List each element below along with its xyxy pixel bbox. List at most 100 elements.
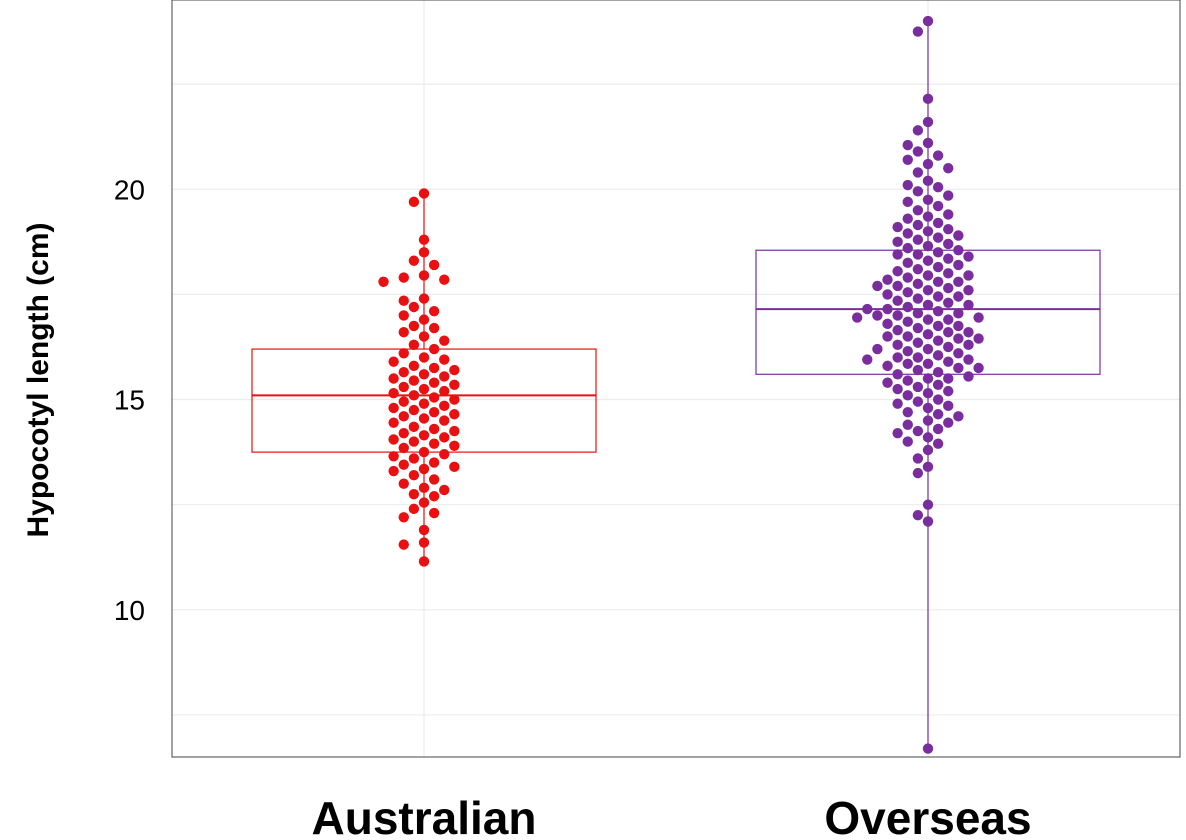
data-point xyxy=(872,310,883,321)
data-point xyxy=(428,259,440,271)
data-point xyxy=(428,306,440,317)
data-point xyxy=(912,352,924,363)
data-point xyxy=(912,396,924,407)
data-point xyxy=(388,465,399,477)
data-point xyxy=(902,419,913,430)
data-point xyxy=(922,226,934,237)
data-point xyxy=(892,236,903,248)
data-point xyxy=(932,150,944,161)
data-point xyxy=(449,425,460,437)
data-point xyxy=(902,375,913,386)
data-point xyxy=(439,400,450,412)
data-point xyxy=(882,318,893,330)
data-point xyxy=(872,280,883,292)
data-point xyxy=(943,314,954,325)
data-point xyxy=(953,245,964,256)
data-point xyxy=(418,537,430,548)
data-point xyxy=(892,280,903,292)
y-tick-label: 15 xyxy=(114,385,145,416)
data-point xyxy=(912,337,924,348)
data-point xyxy=(932,232,944,243)
data-point xyxy=(943,341,954,353)
data-point xyxy=(408,301,420,313)
data-point xyxy=(398,512,409,523)
data-point xyxy=(428,507,440,519)
data-point xyxy=(943,253,954,264)
data-point xyxy=(418,463,430,475)
data-point xyxy=(932,247,944,258)
data-point xyxy=(973,362,984,374)
data-point xyxy=(449,379,460,391)
data-point xyxy=(973,312,984,323)
data-point xyxy=(418,430,430,441)
data-point xyxy=(378,276,389,287)
data-point xyxy=(963,284,974,296)
data-point xyxy=(892,249,903,260)
data-point xyxy=(882,289,893,300)
data-point xyxy=(922,329,934,340)
data-point xyxy=(418,556,430,567)
data-point xyxy=(892,310,903,321)
data-point xyxy=(418,413,430,424)
data-point xyxy=(943,224,954,235)
data-point xyxy=(902,139,913,151)
data-point xyxy=(932,306,944,317)
data-point xyxy=(408,503,420,515)
data-point xyxy=(912,364,924,376)
data-point xyxy=(902,331,913,342)
data-point xyxy=(922,255,934,266)
data-point xyxy=(973,333,984,344)
data-point xyxy=(963,299,974,311)
data-point xyxy=(932,200,944,212)
data-point xyxy=(882,303,893,315)
data-point xyxy=(922,358,934,369)
data-point xyxy=(943,268,954,279)
data-point xyxy=(922,15,934,27)
data-point xyxy=(408,196,420,208)
data-point xyxy=(418,369,430,380)
data-point xyxy=(912,219,924,231)
data-point xyxy=(408,390,420,401)
data-point xyxy=(418,524,430,536)
data-point xyxy=(932,291,944,302)
data-point xyxy=(922,314,934,325)
data-point xyxy=(912,263,924,275)
data-point xyxy=(428,343,440,355)
data-point xyxy=(388,451,399,462)
data-point xyxy=(943,400,954,412)
data-point xyxy=(408,360,420,372)
data-point xyxy=(902,406,913,418)
data-point xyxy=(439,484,450,496)
data-point xyxy=(963,371,974,382)
data-point xyxy=(408,488,420,500)
data-point xyxy=(428,362,440,374)
data-point xyxy=(892,295,903,306)
data-point xyxy=(408,421,420,433)
data-point xyxy=(439,354,450,365)
data-point xyxy=(902,242,913,254)
data-point xyxy=(953,333,964,344)
data-point xyxy=(418,352,430,363)
data-point xyxy=(892,339,903,351)
data-point xyxy=(902,213,913,224)
data-point xyxy=(943,356,954,367)
data-point xyxy=(943,297,954,308)
data-point xyxy=(912,509,924,521)
data-point xyxy=(398,381,409,393)
data-point xyxy=(388,373,399,384)
data-point xyxy=(912,308,924,319)
data-point xyxy=(932,379,944,391)
y-tick-label: 20 xyxy=(114,174,145,205)
data-point xyxy=(953,291,964,302)
data-point xyxy=(439,371,450,382)
data-point xyxy=(953,348,964,359)
data-point xyxy=(418,482,430,494)
data-point xyxy=(439,274,450,285)
data-point xyxy=(418,293,430,304)
data-point xyxy=(428,474,440,485)
data-point xyxy=(398,272,409,283)
data-point xyxy=(428,406,440,418)
data-point xyxy=(408,375,420,386)
data-point xyxy=(439,415,450,426)
